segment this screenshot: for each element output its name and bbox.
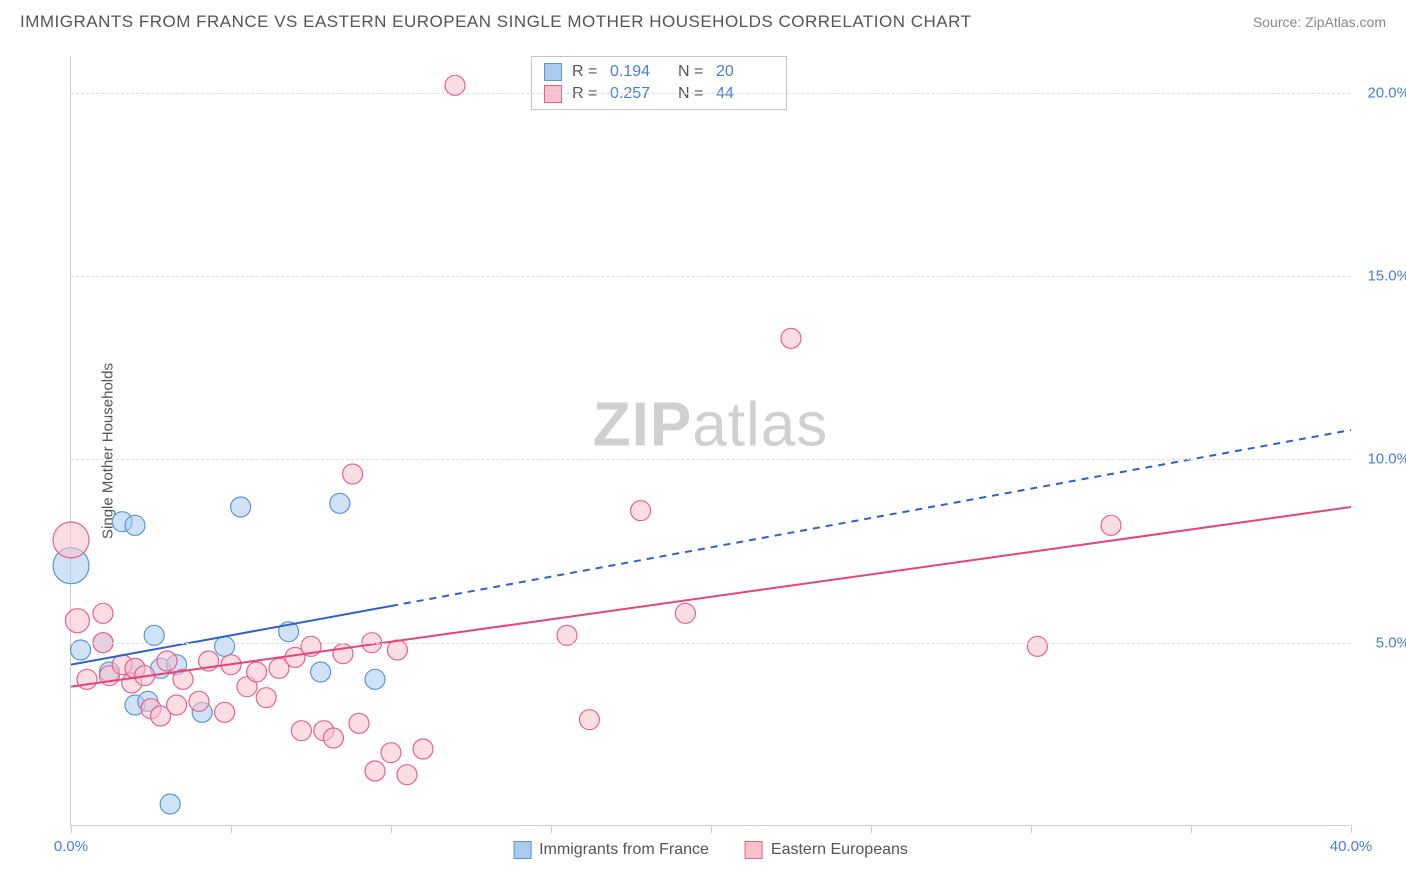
chart-title: IMMIGRANTS FROM FRANCE VS EASTERN EUROPE… [20, 12, 971, 32]
data-point [631, 501, 651, 521]
data-point [413, 739, 433, 759]
data-point [1101, 515, 1121, 535]
trend-line [71, 507, 1351, 687]
data-point [311, 662, 331, 682]
data-point [365, 669, 385, 689]
legend-item: Immigrants from France [513, 841, 709, 859]
plot-box: ZIPatlas R =0.194N =20R =0.257N =44 Immi… [70, 56, 1350, 826]
data-point [781, 328, 801, 348]
data-point [365, 761, 385, 781]
data-point [256, 688, 276, 708]
gridline-h [71, 643, 1350, 644]
data-point [125, 515, 145, 535]
x-tick [711, 825, 712, 833]
x-tick [391, 825, 392, 833]
gridline-h [71, 276, 1350, 277]
y-tick-label: 5.0% [1376, 634, 1406, 651]
chart-area: Single Mother Households ZIPatlas R =0.1… [50, 56, 1380, 846]
r-value: 0.194 [610, 63, 668, 81]
legend-swatch [745, 841, 763, 859]
correlation-legend: R = 0.194 N = 20 R = 0.257 N = 44 [531, 56, 787, 110]
legend-swatch [513, 841, 531, 859]
x-tick-label: 40.0% [1330, 838, 1373, 855]
data-point [93, 603, 113, 623]
data-point [381, 743, 401, 763]
x-tick [871, 825, 872, 833]
legend-item: Eastern Europeans [745, 841, 908, 859]
gridline-h [71, 93, 1350, 94]
data-point [65, 609, 89, 633]
r-label: R = [572, 85, 600, 103]
data-point [189, 691, 209, 711]
data-point [349, 713, 369, 733]
data-point [53, 522, 89, 558]
data-point [397, 765, 417, 785]
data-point [675, 603, 695, 623]
legend-swatch [544, 85, 562, 103]
y-tick-label: 15.0% [1367, 268, 1406, 285]
legend-label: Eastern Europeans [771, 841, 908, 859]
data-point [330, 493, 350, 513]
y-tick-label: 10.0% [1367, 451, 1406, 468]
x-tick-label: 0.0% [54, 838, 88, 855]
legend-swatch [544, 63, 562, 81]
n-label: N = [678, 85, 706, 103]
data-point [291, 721, 311, 741]
x-tick [231, 825, 232, 833]
correlation-legend-row: R = 0.194 N = 20 [544, 61, 774, 83]
series-legend: Immigrants from France Eastern Europeans [513, 841, 908, 859]
x-tick [1031, 825, 1032, 833]
r-label: R = [572, 63, 600, 81]
n-value: 44 [716, 85, 774, 103]
data-point [167, 695, 187, 715]
data-point [1027, 636, 1047, 656]
x-tick [1191, 825, 1192, 833]
data-point [160, 794, 180, 814]
x-tick [551, 825, 552, 833]
n-value: 20 [716, 63, 774, 81]
y-tick-label: 20.0% [1367, 84, 1406, 101]
gridline-h [71, 459, 1350, 460]
data-point [157, 651, 177, 671]
data-point [215, 636, 235, 656]
data-point [343, 464, 363, 484]
plot-svg [71, 56, 1350, 825]
correlation-legend-row: R = 0.257 N = 44 [544, 83, 774, 105]
data-point [247, 662, 267, 682]
data-point [579, 710, 599, 730]
legend-label: Immigrants from France [539, 841, 709, 859]
x-tick [1351, 825, 1352, 833]
r-value: 0.257 [610, 85, 668, 103]
x-tick [71, 825, 72, 833]
data-point [231, 497, 251, 517]
n-label: N = [678, 63, 706, 81]
trend-line-dashed [391, 430, 1351, 606]
data-point [323, 728, 343, 748]
data-point [215, 702, 235, 722]
source-attribution: Source: ZipAtlas.com [1253, 14, 1386, 30]
